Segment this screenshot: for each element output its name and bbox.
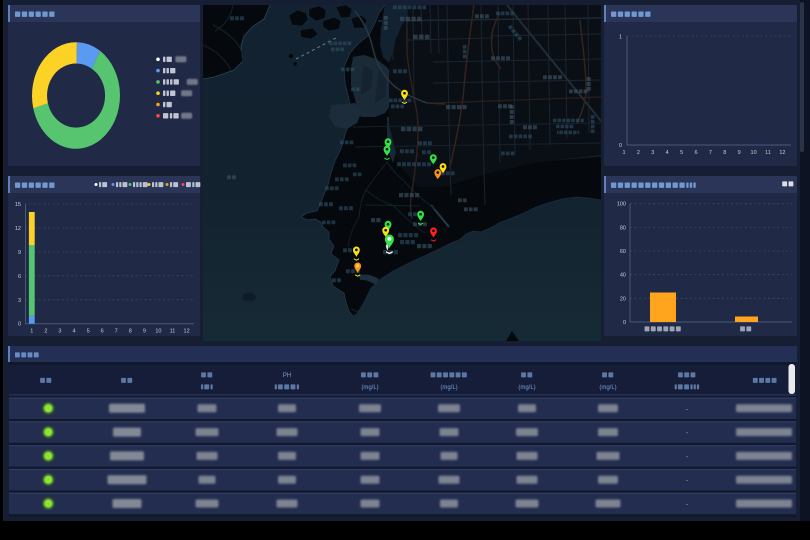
svg-text:6: 6 (101, 329, 104, 335)
svg-text:12: 12 (184, 329, 190, 335)
svg-text:5: 5 (680, 150, 683, 156)
svg-text:-: - (686, 430, 688, 437)
svg-text:9: 9 (738, 150, 741, 156)
svg-text:1: 1 (30, 329, 33, 335)
svg-text:-: - (686, 477, 688, 484)
svg-text:3: 3 (651, 150, 654, 156)
svg-text:7: 7 (115, 329, 118, 335)
svg-text:10: 10 (751, 150, 757, 156)
svg-text:100: 100 (617, 202, 626, 208)
svg-text:8: 8 (723, 150, 726, 156)
svg-text:60: 60 (620, 249, 626, 255)
svg-text:(mg/L): (mg/L) (440, 385, 457, 391)
svg-text:4: 4 (72, 329, 75, 335)
svg-text:0: 0 (18, 322, 21, 328)
svg-text:-: - (686, 406, 688, 413)
svg-text:-: - (686, 501, 688, 508)
svg-text:(mg/L): (mg/L) (599, 385, 616, 391)
svg-text:0: 0 (623, 320, 626, 326)
svg-text:1: 1 (622, 150, 625, 156)
svg-text:3: 3 (58, 329, 61, 335)
svg-text:12: 12 (779, 150, 785, 156)
svg-text:9: 9 (143, 329, 146, 335)
svg-text:40: 40 (620, 273, 626, 279)
svg-text:3: 3 (18, 298, 21, 304)
svg-text:(mg/L): (mg/L) (518, 385, 535, 391)
svg-text:11: 11 (170, 329, 176, 335)
svg-text:8: 8 (129, 329, 132, 335)
svg-text:12: 12 (15, 226, 21, 232)
svg-text:4: 4 (666, 150, 669, 156)
svg-text:15: 15 (15, 202, 21, 208)
svg-text:(mg/L): (mg/L) (361, 385, 378, 391)
svg-text:2: 2 (637, 150, 640, 156)
svg-text:10: 10 (155, 329, 161, 335)
svg-text:PH: PH (283, 373, 291, 379)
svg-text:-: - (686, 453, 688, 460)
svg-text:6: 6 (694, 150, 697, 156)
svg-text:80: 80 (620, 225, 626, 231)
svg-text:6: 6 (18, 274, 21, 280)
svg-text:7: 7 (709, 150, 712, 156)
svg-text:2: 2 (44, 329, 47, 335)
svg-text:9: 9 (18, 250, 21, 256)
svg-text:11: 11 (765, 150, 771, 156)
svg-text:5: 5 (87, 329, 90, 335)
svg-text:20: 20 (620, 296, 626, 302)
svg-text:0: 0 (619, 143, 622, 149)
svg-text:1: 1 (619, 35, 622, 41)
